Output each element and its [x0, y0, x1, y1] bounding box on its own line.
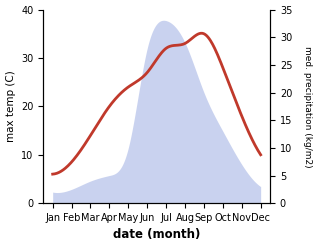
- X-axis label: date (month): date (month): [113, 228, 200, 242]
- Y-axis label: max temp (C): max temp (C): [5, 70, 16, 142]
- Y-axis label: med. precipitation (kg/m2): med. precipitation (kg/m2): [303, 45, 313, 167]
